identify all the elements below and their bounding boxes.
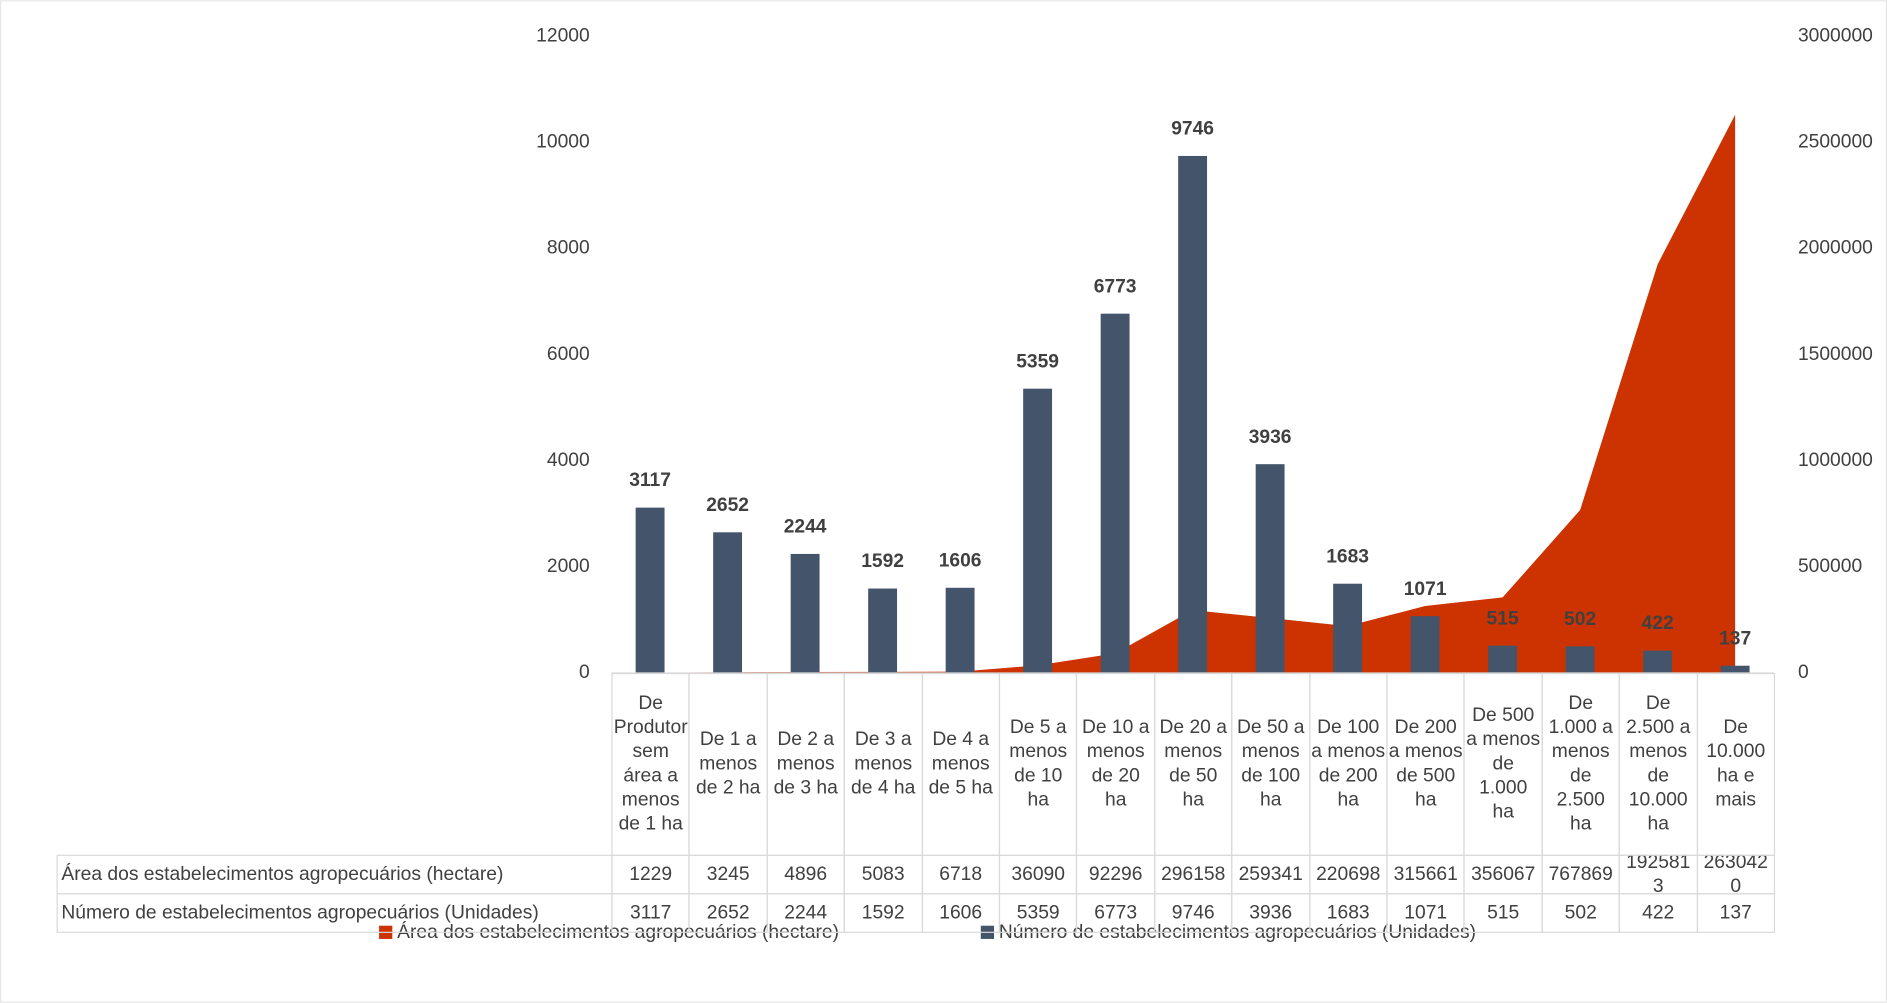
bar (713, 532, 743, 673)
y2-tick-label: 1000000 (1798, 450, 1873, 471)
bar (1023, 388, 1053, 673)
y2-tick-label: 3000000 (1798, 25, 1873, 46)
category-label: De 4 a menos de 5 ha (921, 672, 1001, 856)
table-value: 92296 (1076, 854, 1156, 895)
table-value: 296158 (1153, 854, 1233, 895)
bar-value-label: 2244 (784, 517, 827, 538)
bar (1410, 616, 1440, 673)
bar (1565, 646, 1595, 673)
table-value: 137 (1696, 893, 1776, 933)
table-value: 3245 (688, 854, 768, 895)
y-tick-label: 4000 (547, 450, 590, 471)
y2-tick-label: 500000 (1798, 556, 1862, 577)
bar-value-label: 5359 (1016, 351, 1059, 372)
bar (945, 587, 975, 673)
table-value: 36090 (998, 854, 1078, 895)
category-label: De 2 a menos de 3 ha (766, 672, 846, 856)
category-label: De 10 a menos de 20 ha (1076, 672, 1156, 856)
bar-value-label: 422 (1642, 613, 1674, 634)
table-value: 4896 (766, 854, 846, 895)
bar-value-label: 3936 (1249, 427, 1292, 448)
bar-value-label: 1606 (939, 550, 982, 571)
table-value: 9746 (1153, 893, 1233, 933)
bar (868, 588, 898, 673)
category-label: De 50 a menos de 100 ha (1231, 672, 1311, 856)
table-value: 3936 (1231, 893, 1311, 933)
category-label: De 5 a menos de 10 ha (998, 672, 1078, 856)
y2-tick-label: 2500000 (1798, 132, 1873, 153)
area (650, 114, 1736, 673)
table-value: 767869 (1541, 854, 1621, 895)
table-value: 1925813 (1618, 854, 1698, 895)
table-value: 3117 (611, 893, 691, 933)
bar-value-label: 502 (1564, 609, 1596, 630)
bar-value-label: 137 (1719, 628, 1751, 649)
table-value: 2652 (688, 893, 768, 933)
bar (1333, 583, 1363, 673)
bar-value-label: 3117 (629, 470, 671, 491)
bar-value-label: 2652 (706, 495, 749, 516)
bar-value-label: 1592 (861, 551, 904, 572)
y-tick-label: 6000 (547, 344, 590, 365)
y2-tick-label: 1500000 (1798, 344, 1873, 365)
bar (1720, 665, 1750, 673)
table-value: 5359 (998, 893, 1078, 933)
table-value: 220698 (1308, 854, 1388, 895)
category-label: De 3 a menos de 4 ha (843, 672, 923, 856)
bar (790, 553, 820, 673)
bar-value-label: 9746 (1171, 119, 1214, 140)
table-value: 259341 (1231, 854, 1311, 895)
bar-value-label: 1071 (1404, 579, 1447, 600)
y-tick-label: 10000 (536, 132, 590, 153)
table-value: 502 (1541, 893, 1621, 933)
category-label: De 1.000 a menos de 2.500 ha (1541, 672, 1621, 856)
y-tick-label: 0 (579, 662, 590, 683)
table-value: 356067 (1463, 854, 1543, 895)
table-value: 315661 (1386, 854, 1466, 895)
category-label: De 10.000 ha e mais (1696, 672, 1776, 856)
table-row-label: Número de estabelecimentos agropecuários… (56, 893, 613, 933)
table-value: 6773 (1076, 893, 1156, 933)
bar-value-label: 515 (1487, 608, 1519, 629)
table-value: 2244 (766, 893, 846, 933)
category-label: De 2.500 a menos de 10.000 ha (1618, 672, 1698, 856)
y-tick-label: 12000 (536, 25, 590, 46)
category-label: De 500 a menos de 1.000 ha (1463, 672, 1543, 856)
table-value: 1229 (611, 854, 691, 895)
table-value: 1592 (843, 893, 923, 933)
bar (1100, 313, 1130, 673)
category-label: De 200 a menos de 500 ha (1386, 672, 1466, 856)
category-label: De 20 a menos de 50 ha (1153, 672, 1233, 856)
bar (1488, 645, 1518, 673)
y-tick-label: 8000 (547, 238, 590, 259)
table-value: 6718 (921, 854, 1001, 895)
y2-tick-label: 0 (1798, 662, 1809, 683)
category-label: De Produtor sem área a menos de 1 ha (611, 672, 691, 856)
category-label: De 100 a menos de 200 ha (1308, 672, 1388, 856)
table-row-label: Área dos estabelecimentos agropecuários … (56, 854, 613, 895)
table-value: 1606 (921, 893, 1001, 933)
table-value: 515 (1463, 893, 1543, 933)
bar-value-label: 1683 (1326, 546, 1369, 567)
bar (635, 507, 665, 673)
bar (1255, 464, 1285, 673)
bar-value-label: 6773 (1094, 276, 1137, 297)
table-value: 422 (1618, 893, 1698, 933)
table-value: 1683 (1308, 893, 1388, 933)
y-tick-label: 2000 (547, 556, 590, 577)
y2-tick-label: 2000000 (1798, 238, 1873, 259)
category-label: De 1 a menos de 2 ha (688, 672, 768, 856)
table-value: 5083 (843, 854, 923, 895)
bar (1643, 650, 1673, 673)
bar (1178, 155, 1208, 673)
table-value: 2630420 (1696, 854, 1776, 895)
table-value: 1071 (1386, 893, 1466, 933)
